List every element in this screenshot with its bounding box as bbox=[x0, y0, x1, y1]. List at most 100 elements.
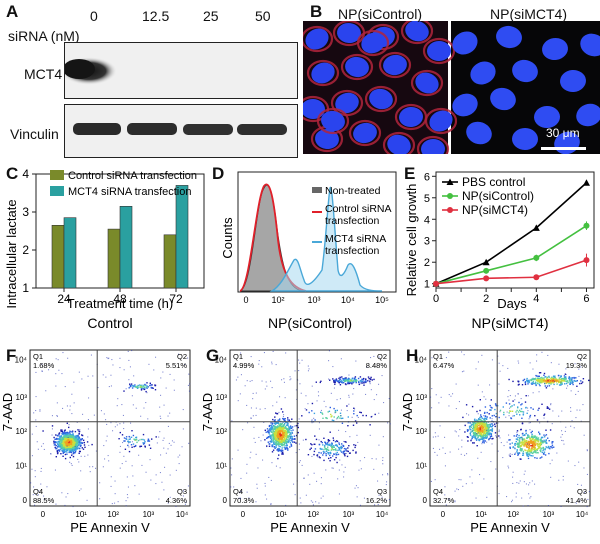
conc-0: 0 bbox=[90, 8, 98, 24]
flow-ytick: 10⁴ bbox=[15, 355, 28, 364]
flow-event bbox=[159, 472, 161, 474]
flow-event bbox=[76, 442, 78, 444]
flow-event bbox=[169, 412, 171, 414]
flow-event bbox=[378, 444, 380, 446]
flow-event bbox=[527, 381, 529, 383]
c-bar-control-48 bbox=[107, 228, 121, 289]
flow-event bbox=[59, 436, 61, 438]
flow-event bbox=[472, 424, 475, 426]
flow-event bbox=[530, 450, 532, 452]
flow-event bbox=[60, 429, 62, 431]
flow-event bbox=[328, 439, 331, 442]
flow-event bbox=[519, 438, 521, 440]
flow-event bbox=[121, 404, 123, 406]
flow-event bbox=[66, 447, 68, 450]
flow-event bbox=[540, 447, 542, 449]
flow-event bbox=[355, 380, 358, 382]
flow-ytick: 10² bbox=[415, 427, 427, 436]
flow-event bbox=[525, 444, 528, 446]
flow-event bbox=[541, 380, 543, 382]
d-legend-control-1: Control siRNA bbox=[325, 203, 392, 215]
panel-label-a: A bbox=[6, 2, 19, 21]
flow-event bbox=[478, 422, 480, 424]
flow-event bbox=[289, 436, 291, 438]
flow-event bbox=[488, 431, 490, 433]
c-legend-mct4: MCT4 siRNA transfection bbox=[68, 186, 191, 198]
flow-event bbox=[518, 444, 520, 446]
flow-event bbox=[526, 445, 528, 448]
flow-event bbox=[439, 448, 441, 450]
flow-event bbox=[149, 459, 151, 461]
flow-event bbox=[532, 441, 534, 443]
flow-event bbox=[448, 394, 450, 396]
flow-event bbox=[430, 396, 432, 398]
flow-event bbox=[129, 385, 132, 388]
flow-event bbox=[342, 379, 345, 381]
flow-event bbox=[531, 442, 534, 444]
flow-event bbox=[328, 452, 330, 454]
flow-event bbox=[342, 452, 344, 454]
flow-event bbox=[71, 393, 73, 395]
flow-event bbox=[280, 423, 282, 426]
e-legend-label-0: PBS control bbox=[462, 175, 525, 189]
flow-event bbox=[476, 431, 479, 433]
flow-event bbox=[498, 493, 500, 495]
flow-event bbox=[475, 497, 477, 499]
flow-event bbox=[347, 380, 349, 382]
flow-event bbox=[354, 376, 357, 378]
flow-event bbox=[61, 447, 64, 449]
flow-event bbox=[95, 450, 97, 452]
flow-event bbox=[102, 374, 104, 376]
flow-event bbox=[548, 383, 550, 385]
flow-event bbox=[516, 451, 518, 453]
flow-event bbox=[58, 369, 60, 371]
flow-event bbox=[82, 439, 85, 441]
flow-event bbox=[538, 431, 540, 433]
flow-event bbox=[303, 477, 305, 479]
flow-event bbox=[569, 381, 571, 383]
flow-event bbox=[325, 469, 327, 471]
flow-event bbox=[540, 379, 542, 381]
flow-event bbox=[338, 449, 341, 451]
flow-event bbox=[524, 401, 527, 403]
flow-event bbox=[295, 452, 297, 454]
flow-event bbox=[535, 438, 537, 440]
flow-event bbox=[240, 374, 242, 376]
flow-event bbox=[286, 446, 288, 448]
flow-event bbox=[66, 405, 68, 407]
flow-event bbox=[507, 465, 509, 467]
flow-event bbox=[471, 482, 473, 484]
flow-event bbox=[473, 419, 476, 421]
flow-event bbox=[529, 362, 531, 364]
flow-event bbox=[551, 459, 553, 461]
flow-event bbox=[99, 482, 101, 484]
flow-event bbox=[519, 458, 521, 460]
flow-event bbox=[535, 377, 537, 380]
flow-event bbox=[68, 441, 70, 443]
flow-event bbox=[490, 429, 492, 431]
flow-event bbox=[483, 424, 486, 426]
flow-event bbox=[282, 417, 284, 420]
flow-event bbox=[345, 383, 347, 386]
flow-xtick: 10¹ bbox=[75, 510, 87, 519]
flow-event bbox=[267, 441, 269, 443]
flow-event bbox=[72, 434, 74, 436]
flow-event bbox=[294, 494, 296, 496]
flow-event bbox=[371, 458, 373, 460]
flow-event bbox=[509, 447, 511, 449]
flow-event bbox=[483, 478, 485, 480]
flow-event bbox=[127, 440, 129, 443]
flow-event bbox=[297, 431, 299, 434]
flow-event bbox=[327, 411, 329, 413]
flow-event bbox=[531, 430, 533, 433]
flow-event bbox=[189, 383, 191, 385]
flow-event bbox=[512, 446, 514, 448]
flow-event bbox=[165, 452, 167, 454]
flow-event bbox=[514, 395, 516, 397]
flow-event bbox=[521, 449, 523, 451]
flow-event bbox=[276, 449, 278, 451]
scale-bar bbox=[541, 147, 586, 150]
flow-event bbox=[430, 480, 432, 482]
flow-event bbox=[360, 468, 362, 470]
flow-xtick: 10⁴ bbox=[176, 510, 189, 519]
